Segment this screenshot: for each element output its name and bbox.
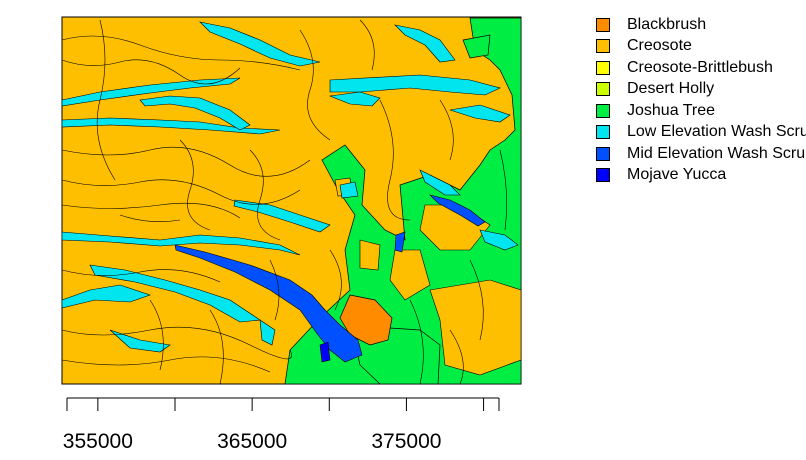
legend-swatch [596,168,610,183]
legend-swatch [596,17,610,32]
legend-item: Mojave Yucca [596,165,806,187]
legend-item: Low Elevation Wash Scrub [596,122,806,144]
legend-label: Creosote-Brittlebush [627,58,773,76]
legend-swatch [596,82,610,97]
legend-label: Desert Holly [627,80,715,98]
legend-item: Blackbrush [596,14,806,36]
x-tick-label: 365000 [217,430,288,453]
legend-item: Mid Elevation Wash Scrub [596,143,806,165]
blackbrush-polygon [339,294,393,346]
legend-swatch [596,60,610,75]
legend-swatch [596,125,610,140]
legend-label: Mid Elevation Wash Scrub [627,144,806,162]
x-tick-label: 375000 [371,430,442,453]
legend-label: Creosote [627,37,692,55]
polygon-boundaries [61,19,507,385]
legend-swatch [596,146,610,161]
legend-label: Joshua Tree [627,101,716,119]
x-axis [66,397,500,411]
legend: Blackbrush Creosote Creosote-Brittlebush De… [596,14,806,186]
legend-label: Mojave Yucca [627,166,727,184]
legend-label: Blackbrush [627,15,707,33]
legend-item: Joshua Tree [596,100,806,122]
mid-elevation-wash-polygons [174,194,486,363]
mojave-yucca-polygons [319,341,331,363]
low-elevation-wash-polygons [61,21,519,353]
legend-item: Desert Holly [596,79,806,101]
legend-swatch [596,103,610,118]
legend-item: Creosote-Brittlebush [596,57,806,79]
legend-label: Low Elevation Wash Scrub [627,123,806,141]
x-tick-label: 355000 [62,430,133,453]
legend-swatch [596,39,610,54]
legend-item: Creosote [596,36,806,58]
